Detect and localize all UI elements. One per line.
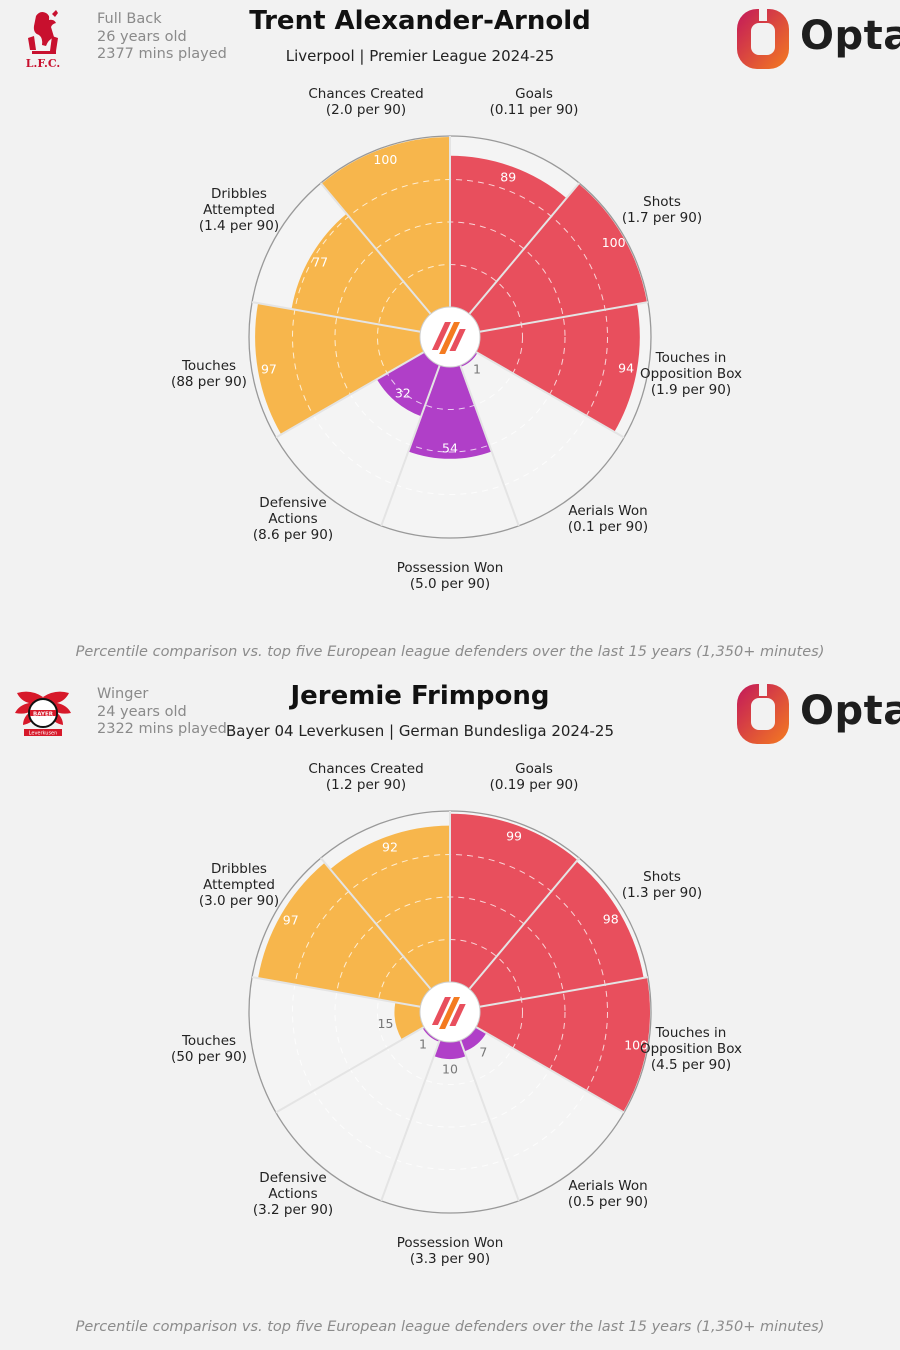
- radar-axis-label: Chances Created (1.2 per 90): [308, 761, 423, 793]
- radar-bar: [291, 213, 431, 332]
- radar-value-label: 94: [618, 361, 634, 376]
- opta-wordmark: Opta: [800, 688, 900, 734]
- radar-bar: [255, 303, 425, 435]
- radar-axis-label: Touches (88 per 90): [171, 358, 247, 390]
- radar-divider: [275, 351, 425, 439]
- radar-axis-label: Touches in Opposition Box (1.9 per 90): [640, 350, 742, 398]
- radar-divider: [251, 976, 421, 1008]
- opta-logo: Opta: [735, 682, 900, 746]
- radar-divider: [275, 1026, 425, 1114]
- player-panel-2: BAYER Leverkusen Winger 24 years old 232…: [0, 675, 900, 1350]
- radar-divider: [468, 857, 580, 990]
- opta-logo-icon: [737, 7, 789, 69]
- player-team-league: Bayer 04 Leverkusen | German Bundesliga …: [225, 722, 615, 740]
- radar-bar: [450, 155, 567, 315]
- svg-text:BAYER: BAYER: [33, 712, 54, 718]
- leverkusen-crest-icon: BAYER Leverkusen: [15, 691, 71, 737]
- radar-bar: [460, 1027, 487, 1052]
- radar-bar: [321, 137, 450, 315]
- radar-axis-label: Goals (0.19 per 90): [490, 761, 579, 793]
- radar-divider: [320, 857, 432, 990]
- radar-axis-label: Touches in Opposition Box (4.5 per 90): [640, 1025, 742, 1073]
- radar-axis-label: Touches (50 per 90): [171, 1033, 247, 1065]
- player-position: Winger: [97, 686, 149, 702]
- radar-value-label: 1: [419, 1037, 427, 1052]
- radar-value-label: 89: [500, 169, 516, 184]
- radar-bar: [460, 352, 478, 367]
- radar-axis-label: Aerials Won (0.1 per 90): [568, 503, 648, 535]
- radar-value-label: 54: [442, 440, 458, 455]
- radar-axis-label: Shots (1.7 per 90): [622, 194, 702, 226]
- radar-axis-label: Dribbles Attempted (1.4 per 90): [199, 186, 279, 234]
- radar-divider: [475, 351, 625, 439]
- player-team-league: Liverpool | Premier League 2024-25: [285, 47, 555, 65]
- radar-value-label: 77: [312, 255, 328, 270]
- player-name: Jeremie Frimpong: [290, 681, 550, 711]
- svg-text:L.F.C.: L.F.C.: [26, 57, 61, 70]
- radar-bar: [433, 1040, 467, 1059]
- radar-value-label: 1: [473, 362, 481, 377]
- player-age: 26 years old: [97, 28, 187, 45]
- player-position: Full Back: [97, 11, 162, 27]
- radar-value-label: 99: [506, 828, 522, 843]
- radar-divider: [479, 301, 649, 333]
- radar-bar: [258, 862, 431, 1007]
- player-panel-1: L.F.C. Full Back 26 years old 2377 mins …: [26, 6, 900, 660]
- radar-axis-label: Dribbles Attempted (3.0 per 90): [199, 861, 279, 909]
- radar-divider: [320, 182, 432, 315]
- opta-logo: Opta: [735, 7, 900, 71]
- radar-axis-label: Aerials Won (0.5 per 90): [568, 1178, 648, 1210]
- radar-value-label: 10: [442, 1062, 458, 1077]
- radar-bar: [408, 365, 492, 459]
- radar-divider: [459, 1039, 520, 1202]
- radar-value-label: 97: [261, 361, 277, 376]
- radar-axis-label: Goals (0.11 per 90): [490, 86, 579, 118]
- radar-axis-label: Defensive Actions (3.2 per 90): [253, 1170, 333, 1218]
- radar-chart-1: 89 100 94 1 54 32 97 77 100 Goals (0.11 per 90) Sho…: [171, 86, 742, 592]
- radar-bar: [330, 825, 450, 990]
- radar-axis-label: Possession Won (3.3 per 90): [397, 1235, 504, 1267]
- radar-value-label: 100: [624, 1037, 648, 1052]
- radar-value-label: 7: [479, 1044, 487, 1059]
- radar-bar: [475, 304, 640, 432]
- opta-logo-icon: [737, 682, 789, 744]
- svg-text:Leverkusen: Leverkusen: [29, 731, 58, 737]
- radar-divider: [468, 182, 580, 315]
- player-name: Trent Alexander-Arnold: [249, 6, 591, 36]
- radar-value-label: 15: [378, 1016, 394, 1031]
- centre-stripes-icon: [431, 997, 466, 1029]
- player-meta: Full Back 26 years old 2377 mins played: [97, 11, 227, 64]
- radar-divider: [380, 1039, 441, 1202]
- radar-divider: [475, 1026, 625, 1114]
- radar-divider: [459, 364, 520, 527]
- player-meta: Winger 24 years old 2322 mins played: [97, 686, 227, 739]
- radar-value-label: 98: [603, 912, 619, 927]
- centre-stripes-icon: [431, 322, 466, 354]
- radar-bar: [469, 861, 644, 1007]
- radar-value-label: 100: [602, 235, 626, 250]
- footnote: Percentile comparison vs. top five Europ…: [75, 644, 825, 660]
- footnote: Percentile comparison vs. top five Europ…: [75, 1319, 825, 1335]
- player-minutes: 2322 mins played: [97, 721, 227, 737]
- radar-bar: [422, 1027, 440, 1042]
- radar-bar: [469, 183, 647, 332]
- radar-axis-label: Shots (1.3 per 90): [622, 869, 702, 901]
- radar-value-label: 92: [382, 840, 398, 855]
- radar-bar: [475, 977, 650, 1112]
- radar-chart-2: 99 98 100 7 10 1 15 97 92 Goals (0.19 per 90) Shots…: [171, 761, 742, 1267]
- radar-value-label: 97: [283, 913, 299, 928]
- radar-axis-label: Possession Won (5.0 per 90): [397, 560, 504, 592]
- liverpool-crest-icon: L.F.C.: [26, 10, 61, 70]
- radar-axis-label: Chances Created (2.0 per 90): [308, 86, 423, 118]
- radar-bar: [376, 352, 440, 417]
- radar-divider: [251, 301, 421, 333]
- opta-wordmark: Opta: [800, 13, 900, 59]
- radar-axis-label: Defensive Actions (8.6 per 90): [253, 495, 333, 543]
- radar-divider: [479, 976, 649, 1008]
- player-minutes: 2377 mins played: [97, 46, 227, 62]
- radar-value-label: 100: [373, 152, 397, 167]
- radar-value-label: 32: [395, 386, 411, 401]
- radar-divider: [380, 364, 441, 527]
- player-age: 24 years old: [97, 703, 187, 720]
